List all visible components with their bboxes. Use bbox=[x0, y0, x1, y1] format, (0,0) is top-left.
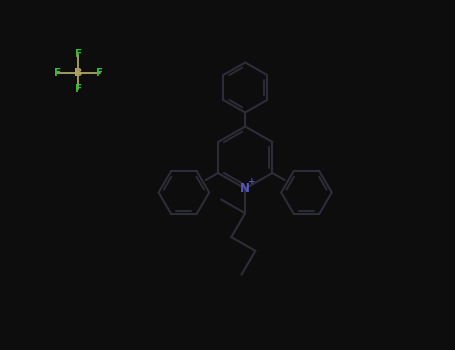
Text: F: F bbox=[54, 68, 61, 77]
Text: F: F bbox=[75, 49, 82, 58]
Text: F: F bbox=[96, 68, 103, 77]
Text: N: N bbox=[240, 182, 250, 195]
Text: F: F bbox=[75, 84, 82, 94]
Text: +: + bbox=[248, 177, 256, 186]
Text: B: B bbox=[74, 68, 82, 77]
